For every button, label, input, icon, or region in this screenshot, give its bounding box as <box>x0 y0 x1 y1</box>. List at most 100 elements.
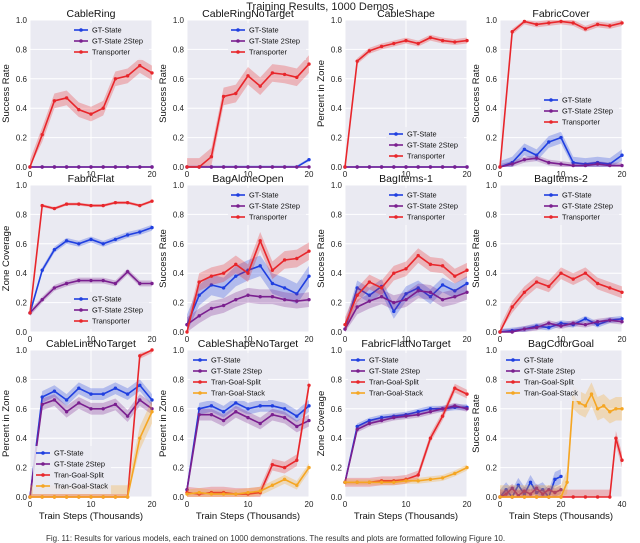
data-point <box>77 386 81 390</box>
data-point <box>40 268 44 272</box>
data-point <box>234 401 238 405</box>
confidence-band <box>345 464 467 486</box>
data-point <box>209 412 214 417</box>
data-point <box>559 321 563 325</box>
data-point <box>52 165 57 169</box>
data-point <box>89 495 93 499</box>
data-point <box>583 317 588 321</box>
data-point <box>571 163 575 168</box>
data-point <box>221 94 226 99</box>
legend-marker <box>236 50 240 54</box>
y-axis-label: Success Rate <box>158 229 169 288</box>
data-point <box>392 300 396 305</box>
y-axis-label: Success Rate <box>316 229 327 288</box>
confidence-band <box>500 483 561 497</box>
confidence-band <box>30 268 152 316</box>
y-tick-label: 0.2 <box>173 464 185 473</box>
y-tick-label: 0.8 <box>486 210 498 219</box>
data-point <box>559 19 563 24</box>
data-point <box>258 295 262 299</box>
data-point <box>453 274 457 278</box>
y-tick-label: 0.6 <box>16 405 28 414</box>
data-point <box>209 155 214 159</box>
confidence-band <box>187 232 309 332</box>
data-point <box>197 412 201 417</box>
y-tick-label: 0.2 <box>16 134 28 143</box>
y-tick-label: 0.8 <box>16 375 28 384</box>
legend-marker <box>356 391 360 395</box>
y-tick-label: 0.8 <box>486 45 498 54</box>
data-point <box>101 392 105 396</box>
legend: GT-State GT-State 2Step Transporter <box>71 292 149 329</box>
data-point <box>553 490 557 495</box>
y-tick-label: 0.4 <box>173 434 185 443</box>
y-tick-label: 0.8 <box>331 45 343 54</box>
data-point <box>547 487 551 492</box>
y-tick-label: 0.4 <box>173 269 185 278</box>
data-point <box>64 281 69 286</box>
y-tick-label: 1.0 <box>173 181 185 190</box>
data-point <box>392 165 396 169</box>
data-point <box>295 299 299 303</box>
data-point <box>234 274 238 278</box>
data-point <box>138 165 142 169</box>
data-point <box>559 487 563 492</box>
data-point <box>343 322 347 327</box>
data-point <box>77 165 81 169</box>
data-point <box>307 465 311 470</box>
y-tick-label: 0.0 <box>173 328 185 337</box>
data-point <box>197 407 201 411</box>
data-point <box>138 63 142 68</box>
data-point <box>355 424 359 429</box>
data-point <box>234 165 238 169</box>
data-point <box>246 271 250 275</box>
confidence-band <box>345 402 467 486</box>
data-point <box>465 465 469 470</box>
data-point <box>453 471 457 476</box>
y-axis-label: Percent in Zone <box>158 390 169 457</box>
data-point <box>522 157 527 162</box>
data-point <box>498 165 502 169</box>
y-tick-label: 0.4 <box>331 104 343 113</box>
x-tick-label: 40 <box>618 500 627 509</box>
data-point <box>258 421 262 426</box>
legend-marker <box>198 391 202 395</box>
data-point <box>522 327 527 331</box>
y-tick-label: 0.2 <box>173 134 185 143</box>
data-point <box>559 135 563 140</box>
data-point <box>138 398 142 402</box>
data-point <box>40 495 44 499</box>
data-point <box>559 474 563 479</box>
data-point <box>101 278 105 283</box>
data-point <box>559 324 563 328</box>
data-point <box>125 74 130 78</box>
legend-entry: GT-State <box>211 356 241 365</box>
legend-entry: Transporter <box>562 118 600 127</box>
legend-marker <box>236 193 240 197</box>
series-transporter <box>28 58 154 169</box>
legend-entry: GT-State 2Step <box>562 107 613 116</box>
x-tick-label: 10 <box>557 335 566 344</box>
legend-marker <box>356 369 360 373</box>
data-point <box>221 165 226 169</box>
data-point <box>522 489 527 493</box>
y-tick-label: 0.4 <box>486 434 498 443</box>
y-tick-label: 0.6 <box>16 240 28 249</box>
data-point <box>221 303 226 308</box>
legend-marker <box>79 297 83 301</box>
x-tick-label: 0 <box>343 170 348 179</box>
data-point <box>295 256 299 261</box>
data-point <box>547 325 551 330</box>
data-point <box>28 165 32 169</box>
legend-marker <box>236 39 240 43</box>
data-point <box>453 289 457 293</box>
data-point <box>453 295 457 299</box>
data-point <box>620 290 624 295</box>
y-axis-label: Percent in Zone <box>1 390 12 457</box>
x-tick-label: 20 <box>148 170 157 179</box>
data-point <box>534 325 539 330</box>
data-point <box>522 492 527 496</box>
legend-entry: GT-State 2Step <box>407 141 458 150</box>
data-point <box>125 392 130 396</box>
